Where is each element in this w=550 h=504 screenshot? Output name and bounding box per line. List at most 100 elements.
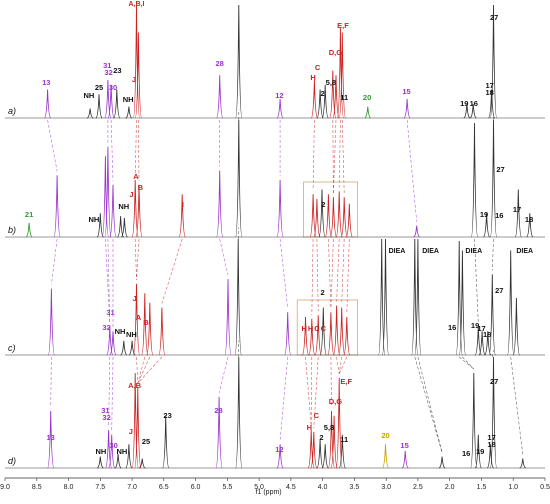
peak-label: 23 — [113, 66, 121, 75]
correlation-line — [332, 119, 334, 194]
spectrum-peak — [329, 197, 338, 238]
spectrum-peak — [338, 307, 346, 356]
spectrum-peak — [216, 170, 224, 238]
spectrum-peak — [224, 278, 232, 356]
peak-label: 20 — [363, 93, 371, 102]
correlation-line — [136, 356, 139, 384]
peak-label: 31 — [101, 406, 109, 415]
correlation-line — [136, 238, 140, 280]
x-tick-label: 8.0 — [64, 484, 74, 491]
spectrum-peak — [108, 434, 116, 469]
peak-label: B — [143, 318, 149, 327]
x-tick-label: 7.5 — [95, 484, 105, 491]
spectrum-peak — [162, 415, 170, 469]
spectrum-peak — [403, 98, 411, 119]
peak-label: B — [138, 183, 144, 192]
correlation-line — [462, 356, 475, 370]
x-tick-label: 2.5 — [413, 484, 423, 491]
spectrum-peak — [141, 293, 149, 356]
spectrum-peak — [364, 106, 372, 119]
correlation-line — [134, 238, 137, 280]
spectrum-peak — [104, 429, 113, 469]
spectrum-peak — [411, 238, 419, 356]
spectrum-peak — [414, 238, 422, 356]
peak-label: C — [315, 63, 321, 72]
correlation-line — [108, 356, 111, 427]
spectrum-peak — [25, 222, 33, 238]
spectrum-peak — [96, 456, 104, 469]
correlation-line — [459, 356, 474, 370]
spectrum-peak — [53, 175, 61, 238]
peak-label: 13 — [42, 78, 50, 87]
peak-label: NH — [95, 447, 106, 456]
x-tick-label: 1.5 — [477, 484, 487, 491]
spectrum-peak — [310, 431, 318, 469]
spectrum-peak — [316, 89, 324, 119]
peak-label: I — [161, 310, 163, 319]
peak-label: A — [136, 313, 142, 322]
peak-label: 15 — [400, 441, 408, 450]
peak-label: H — [307, 423, 312, 432]
peak-label: C — [321, 324, 327, 333]
spectrum-peak — [109, 184, 117, 238]
spectrum-peak — [128, 340, 136, 356]
spectrum-peak — [134, 387, 142, 469]
correlation-line — [474, 238, 479, 323]
spectrum-peak — [86, 108, 94, 119]
peak-label: 19 — [476, 447, 484, 456]
correlation-line — [316, 238, 319, 312]
correlation-line — [134, 119, 137, 177]
spectrum-peak — [276, 444, 284, 469]
correlation-line — [310, 356, 313, 427]
spectrum-peak — [526, 213, 534, 238]
spectrum-peak — [313, 198, 321, 238]
spectrum-peak — [120, 340, 128, 356]
correlation-line — [336, 238, 340, 302]
spectrum-peak — [487, 89, 496, 119]
spectrum-peak — [101, 156, 110, 238]
correlation-line — [338, 356, 342, 374]
spectrum-panel-label: d) — [8, 456, 16, 466]
spectrum-peak — [336, 27, 345, 119]
spectrum-peak — [235, 4, 243, 119]
x-tick-label: 1.0 — [508, 484, 518, 491]
peak-label: 25 — [142, 437, 150, 446]
correlation-line — [237, 340, 240, 358]
spectrum-peak — [146, 302, 154, 356]
spectrum-peak — [512, 297, 521, 356]
peak-label: 15 — [402, 87, 410, 96]
peak-label: 27 — [495, 286, 503, 295]
correlation-line — [137, 356, 151, 384]
spectrum-peak — [488, 274, 496, 356]
spectrum-peak — [276, 179, 284, 238]
spectrum-peak — [507, 250, 515, 356]
spectrum-peak — [438, 456, 446, 469]
spectrum-peak — [125, 444, 133, 469]
spectrum-peak — [340, 197, 348, 238]
spectrum-peak — [321, 84, 329, 119]
spectrum-peak — [327, 312, 335, 356]
spectrum-peak — [382, 444, 389, 469]
correlation-line — [414, 356, 443, 453]
peak-label: DIEA — [422, 248, 439, 255]
correlation-line — [218, 356, 229, 393]
spectrum-peak — [489, 356, 498, 469]
x-tick-label: 0.5 — [540, 484, 550, 491]
x-tick-label: 7.0 — [127, 484, 137, 491]
spectrum-peak — [463, 103, 471, 119]
peak-label: 18 — [487, 440, 495, 449]
peak-label: 27 — [496, 165, 504, 174]
spectrum-peak — [234, 238, 242, 356]
peak-label: 12 — [275, 91, 283, 100]
peak-label: 2 — [321, 200, 325, 209]
correlation-line — [417, 356, 443, 453]
spectrum-peak — [114, 453, 122, 469]
spectrum-peak — [307, 429, 315, 469]
peak-label: 32 — [102, 323, 110, 332]
correlation-line — [492, 349, 494, 358]
correlation-line — [328, 238, 332, 309]
peak-label: D,G — [329, 48, 343, 57]
x-tick-label: 4.0 — [318, 484, 328, 491]
correlation-line — [336, 356, 340, 374]
